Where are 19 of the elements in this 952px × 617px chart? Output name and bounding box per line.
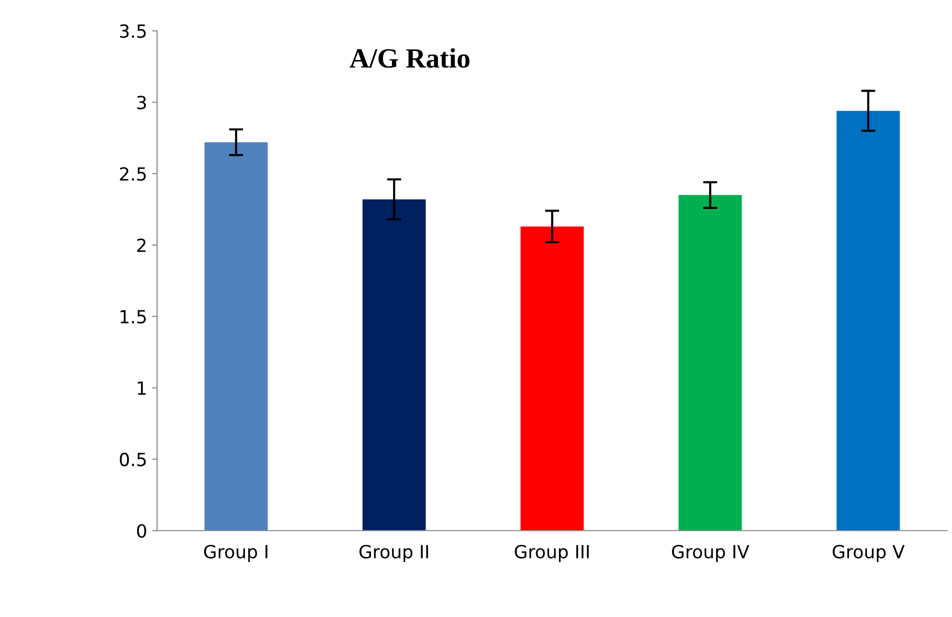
x-tick-label: Group II [359, 544, 428, 562]
bar [204, 142, 268, 531]
y-tick-label: 2 [137, 238, 146, 252]
y-tick-label: 0.5 [120, 452, 146, 466]
bar [678, 195, 742, 531]
bar [520, 226, 584, 531]
x-tick-label: Group III [514, 544, 589, 562]
bar [362, 199, 426, 531]
x-tick-label: Group IV [672, 544, 750, 562]
y-tick-label: 0 [137, 524, 146, 538]
x-tick-label: Group V [832, 544, 905, 562]
y-tick-label: 1 [138, 382, 146, 395]
bar [836, 110, 900, 531]
y-tick-label: 2.5 [120, 167, 146, 181]
y-tick-label: 3 [137, 96, 146, 110]
y-tick-label: 3.5 [120, 24, 146, 38]
chart-title: A/G Ratio [350, 48, 470, 68]
y-tick-label: 1.5 [120, 310, 146, 324]
x-tick-label: Group I [204, 544, 268, 562]
